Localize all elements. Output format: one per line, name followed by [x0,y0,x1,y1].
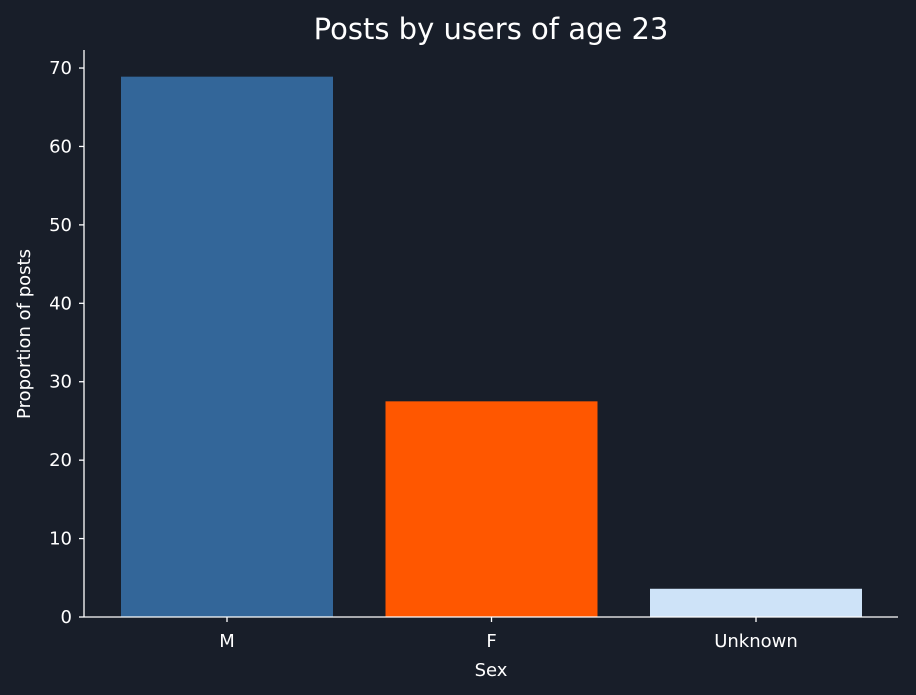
y-axis-label: Proportion of posts [14,249,35,419]
y-tick-label: 40 [49,293,72,314]
y-tick-label: 60 [49,136,72,157]
x-axis-label: Sex [475,660,508,681]
y-tick-label: 50 [49,215,72,236]
bar-m [121,76,333,618]
y-tick-label: 20 [49,450,72,471]
y-axis: 0 10 20 30 40 50 60 70 [49,50,85,628]
y-tick-label: 10 [49,529,72,550]
y-tick-label: 0 [61,607,72,628]
y-tick-label: 30 [49,372,72,393]
x-tick-label-m: M [219,631,235,652]
x-tick-label-unknown: Unknown [714,631,798,652]
bars-group [121,76,862,618]
x-axis: M F Unknown [84,616,898,652]
bar-f [385,401,598,617]
x-tick-label-f: F [486,631,496,652]
bar-unknown [650,588,862,617]
y-tick-label: 70 [49,58,72,79]
chart-title: Posts by users of age 23 [314,12,669,46]
